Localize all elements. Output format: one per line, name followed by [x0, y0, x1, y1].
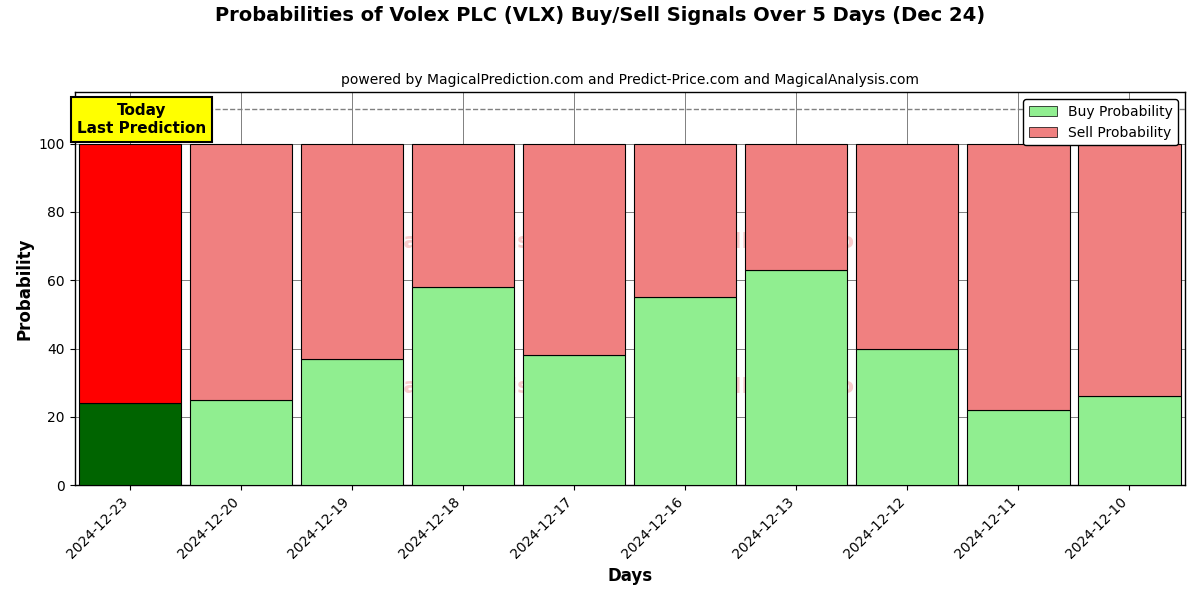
Bar — [79, 403, 181, 485]
Bar — [745, 270, 847, 485]
Bar — [412, 143, 515, 287]
Bar — [967, 143, 1069, 410]
Bar — [412, 287, 515, 485]
Bar — [635, 297, 737, 485]
Bar — [1079, 143, 1181, 397]
Bar — [1079, 397, 1181, 485]
Bar — [79, 143, 181, 403]
Bar — [190, 400, 293, 485]
Bar — [523, 355, 625, 485]
Text: Today
Last Prediction: Today Last Prediction — [77, 103, 206, 136]
Bar — [967, 410, 1069, 485]
Bar — [301, 359, 403, 485]
Bar — [523, 143, 625, 355]
Title: powered by MagicalPrediction.com and Predict-Price.com and MagicalAnalysis.com: powered by MagicalPrediction.com and Pre… — [341, 73, 919, 87]
Bar — [301, 143, 403, 359]
X-axis label: Days: Days — [607, 567, 653, 585]
Bar — [857, 143, 959, 349]
Y-axis label: Probability: Probability — [16, 238, 34, 340]
Bar — [857, 349, 959, 485]
Bar — [745, 143, 847, 270]
Text: Probabilities of Volex PLC (VLX) Buy/Sell Signals Over 5 Days (Dec 24): Probabilities of Volex PLC (VLX) Buy/Sel… — [215, 6, 985, 25]
Bar — [635, 143, 737, 297]
Bar — [190, 143, 293, 400]
Text: MagicalAnalysis.com       MagicalPrediction.com: MagicalAnalysis.com MagicalPrediction.co… — [314, 377, 946, 397]
Text: MagicalAnalysis.com       MagicalPrediction.com: MagicalAnalysis.com MagicalPrediction.co… — [314, 232, 946, 251]
Legend: Buy Probability, Sell Probability: Buy Probability, Sell Probability — [1024, 99, 1178, 145]
